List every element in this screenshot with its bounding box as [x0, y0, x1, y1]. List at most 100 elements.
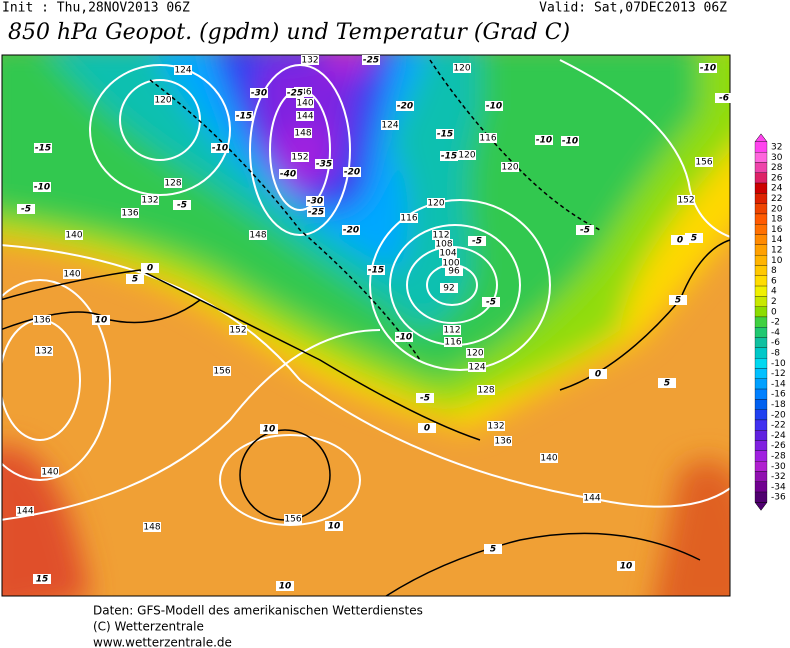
temperature-label: 5	[675, 296, 681, 306]
geopotential-label: 104	[439, 249, 456, 259]
geopotential-label: 120	[427, 199, 444, 209]
geopotential-label: 116	[479, 134, 496, 144]
colorbar-swatch	[754, 306, 768, 318]
temperature-label-box	[484, 544, 502, 554]
colorbar-label: 26	[771, 173, 783, 183]
colorbar-label: 10	[771, 256, 783, 266]
geopotential-label: 132	[35, 347, 52, 357]
temperature-label: -10	[562, 137, 578, 147]
geopotential-label-box	[443, 325, 461, 335]
temperature-label-box	[260, 424, 278, 434]
geopotential-label-box	[41, 467, 59, 477]
temperature-label: -25	[363, 56, 379, 66]
geopotential-label: 148	[294, 129, 311, 139]
temperature-label-box	[286, 88, 304, 98]
geopotential-label-box	[468, 362, 486, 372]
colorbar-label: -10	[771, 359, 786, 369]
colorbar-label: -26	[771, 441, 786, 451]
temperature-label: -10	[700, 64, 716, 74]
geopotential-label: 156	[695, 158, 712, 168]
temperature-label-box	[173, 200, 191, 210]
geopotential-label: 120	[466, 349, 483, 359]
geopotential-label-box	[296, 111, 314, 121]
colorbar-label: -14	[771, 379, 786, 389]
temperature-label-box	[416, 393, 434, 403]
geopotential-label-box	[143, 522, 161, 532]
geopotential-label: 152	[229, 326, 246, 336]
colorbar-label: -32	[771, 472, 786, 482]
temperature-label-box	[33, 574, 51, 584]
colorbar-label: -6	[771, 338, 780, 348]
colorbar-label: 28	[771, 163, 783, 173]
colorbar-label: 22	[771, 194, 782, 204]
geopotential-label-box	[494, 436, 512, 446]
geopotential-label-box	[440, 283, 458, 293]
temperature-label: -5	[177, 201, 187, 211]
geopotential-label-box	[16, 506, 34, 516]
colorbar-swatch	[754, 193, 768, 204]
geopotential-label: 140	[41, 468, 58, 478]
geopotential-label-box	[141, 195, 159, 205]
geopotential-label: 108	[435, 240, 452, 250]
temperature-label: -10	[536, 136, 552, 146]
colorbar-swatch	[754, 316, 768, 328]
colorbar-swatch	[754, 182, 768, 194]
map-title: 850 hPa Geopot. (gpdm) und Temperatur (G…	[8, 20, 570, 45]
temperature-label: -35	[316, 160, 332, 170]
geopotential-label-box	[540, 453, 558, 463]
geopotential-label: 140	[296, 99, 313, 109]
map-area	[2, 55, 730, 596]
geopotential-label-box	[154, 95, 172, 105]
temperature-label: -15	[236, 112, 252, 122]
colorbar-label: 6	[771, 276, 777, 286]
colorbar-swatch	[754, 481, 768, 493]
colorbar-swatch	[754, 265, 768, 276]
temperature-label: -6	[719, 94, 729, 104]
temperature-label-box	[418, 423, 436, 433]
temperature-label: -10	[212, 144, 228, 154]
temperature-label-box	[250, 88, 268, 98]
temperature-label-box	[367, 265, 385, 275]
colorbar-swatch	[754, 151, 768, 163]
geopotential-label-box	[444, 337, 462, 347]
geopotential-label-box	[695, 157, 713, 167]
geopotential-label-box	[442, 258, 460, 268]
geopotential-label: 120	[453, 64, 470, 74]
geopotential-label-box	[466, 348, 484, 358]
init-time: Init : Thu,28NOV2013 06Z	[2, 1, 190, 16]
geopotential-label-box	[458, 150, 476, 160]
geopotential-label: 156	[213, 367, 230, 377]
colorbar-swatch	[754, 224, 768, 235]
colorbar-label: -34	[771, 482, 786, 492]
colorbar-label: -36	[771, 493, 786, 503]
temperature-label: -30	[307, 197, 323, 207]
temperature-label: -5	[21, 205, 31, 215]
geopotential-label: 136	[121, 209, 138, 219]
colorbar-swatch	[754, 471, 768, 482]
temperature-label: 10	[620, 562, 633, 572]
geopotential-contours	[2, 59, 730, 526]
geopotential-label: 96	[448, 267, 460, 277]
temperature-label-box	[92, 315, 110, 325]
geopotential-label: 140	[540, 454, 557, 464]
geopotential-label-box	[33, 315, 51, 325]
geopotential-label-box	[487, 421, 505, 431]
colorbar-label: 2	[771, 297, 777, 307]
temperature-label-box	[589, 369, 607, 379]
geopotential-label: 132	[487, 422, 504, 432]
geopotential-label-box	[164, 178, 182, 188]
temperature-label: 10	[263, 425, 276, 435]
temperature-label: -20	[343, 226, 359, 236]
temperature-label: -10	[396, 333, 412, 343]
temperature-label: -25	[308, 208, 324, 218]
colorbar-label: -22	[771, 421, 786, 431]
colorbar-label: 12	[771, 246, 782, 256]
colorbar-swatch	[754, 460, 768, 472]
footer-copyright: (C) Wetterzentrale	[93, 620, 204, 634]
geopotential-label-box	[301, 55, 319, 65]
temperature-label: 5	[691, 234, 697, 244]
temperature-label-box	[34, 143, 52, 153]
temperature-label: 0	[147, 264, 153, 274]
geopotential-label-box	[427, 198, 445, 208]
